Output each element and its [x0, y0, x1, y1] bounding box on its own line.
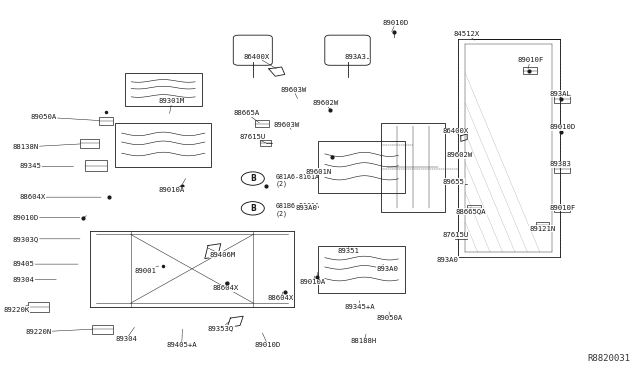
- Text: 87615U: 87615U: [443, 232, 469, 238]
- Text: 89220N: 89220N: [26, 329, 92, 335]
- Text: 89010D: 89010D: [549, 124, 575, 132]
- Text: 89121N: 89121N: [530, 225, 556, 232]
- Text: 89655: 89655: [443, 179, 465, 185]
- Bar: [125, 73, 202, 106]
- Text: 89050A: 89050A: [376, 312, 403, 321]
- Text: 89602W: 89602W: [447, 153, 473, 158]
- Text: 081A6-8161A
(2): 081A6-8161A (2): [275, 174, 319, 187]
- Bar: [99, 117, 113, 125]
- Bar: [85, 160, 108, 171]
- Text: 88604X: 88604X: [19, 194, 101, 200]
- Bar: [92, 324, 113, 334]
- Text: 86400X: 86400X: [243, 54, 276, 69]
- Text: 88665QA: 88665QA: [456, 208, 486, 214]
- Text: 88138N: 88138N: [13, 144, 80, 150]
- Text: 89010D: 89010D: [255, 333, 281, 348]
- Text: 89303Q: 89303Q: [13, 236, 80, 242]
- Text: 88188H: 88188H: [351, 334, 377, 344]
- Text: B: B: [250, 174, 255, 183]
- Text: 89603W: 89603W: [274, 122, 300, 129]
- Text: 89010F: 89010F: [549, 205, 575, 211]
- Text: 88604X: 88604X: [212, 282, 239, 291]
- Text: 89602W: 89602W: [312, 100, 339, 110]
- Text: 89601N: 89601N: [306, 169, 332, 176]
- Text: 86400X: 86400X: [443, 128, 469, 135]
- Text: 89220K: 89220K: [3, 305, 29, 312]
- Text: 893A0: 893A0: [296, 205, 317, 211]
- Bar: [255, 120, 269, 127]
- Text: 893A0: 893A0: [436, 257, 458, 263]
- Bar: [319, 141, 404, 193]
- Text: 89345+A: 89345+A: [344, 301, 375, 310]
- Text: 89304: 89304: [115, 327, 137, 342]
- Text: 89405: 89405: [13, 261, 78, 267]
- Bar: [260, 140, 271, 146]
- Text: 89383: 89383: [549, 161, 571, 168]
- Bar: [28, 302, 49, 312]
- Text: 84512X: 84512X: [453, 31, 479, 40]
- Text: 893A0: 893A0: [376, 264, 398, 272]
- Bar: [115, 123, 211, 167]
- Text: 89010D: 89010D: [383, 20, 409, 32]
- Text: 89405+A: 89405+A: [166, 329, 197, 348]
- Bar: [523, 67, 537, 74]
- Bar: [319, 246, 404, 293]
- Text: 081B6-8161A
(2): 081B6-8161A (2): [275, 203, 319, 217]
- Text: 89406M: 89406M: [208, 248, 236, 258]
- Text: 89010D: 89010D: [13, 215, 80, 221]
- Bar: [554, 94, 570, 103]
- Text: 89603W: 89603W: [280, 87, 307, 99]
- Text: 893A3: 893A3: [344, 54, 366, 60]
- Bar: [554, 205, 570, 212]
- Bar: [536, 222, 549, 228]
- Text: 893AL: 893AL: [549, 91, 571, 99]
- Text: 89351: 89351: [338, 246, 360, 254]
- Text: 89001: 89001: [134, 266, 159, 274]
- Text: R8820031: R8820031: [588, 354, 630, 363]
- Text: 89010A: 89010A: [159, 185, 185, 193]
- Bar: [455, 234, 467, 239]
- Text: 89304: 89304: [13, 277, 56, 283]
- Text: B: B: [250, 204, 255, 213]
- Text: 89345: 89345: [19, 163, 74, 169]
- Bar: [554, 166, 570, 173]
- Text: 88604X: 88604X: [268, 292, 294, 301]
- Text: 89010A: 89010A: [300, 276, 326, 285]
- Text: 87615U: 87615U: [240, 134, 266, 143]
- Text: 88665A: 88665A: [234, 110, 260, 123]
- Text: 89050A: 89050A: [31, 114, 99, 121]
- Text: 89010F: 89010F: [517, 57, 543, 69]
- Bar: [467, 205, 481, 212]
- Bar: [381, 123, 445, 212]
- Text: 89353Q: 89353Q: [208, 322, 234, 331]
- Text: 89301M: 89301M: [159, 98, 185, 113]
- Bar: [80, 138, 99, 148]
